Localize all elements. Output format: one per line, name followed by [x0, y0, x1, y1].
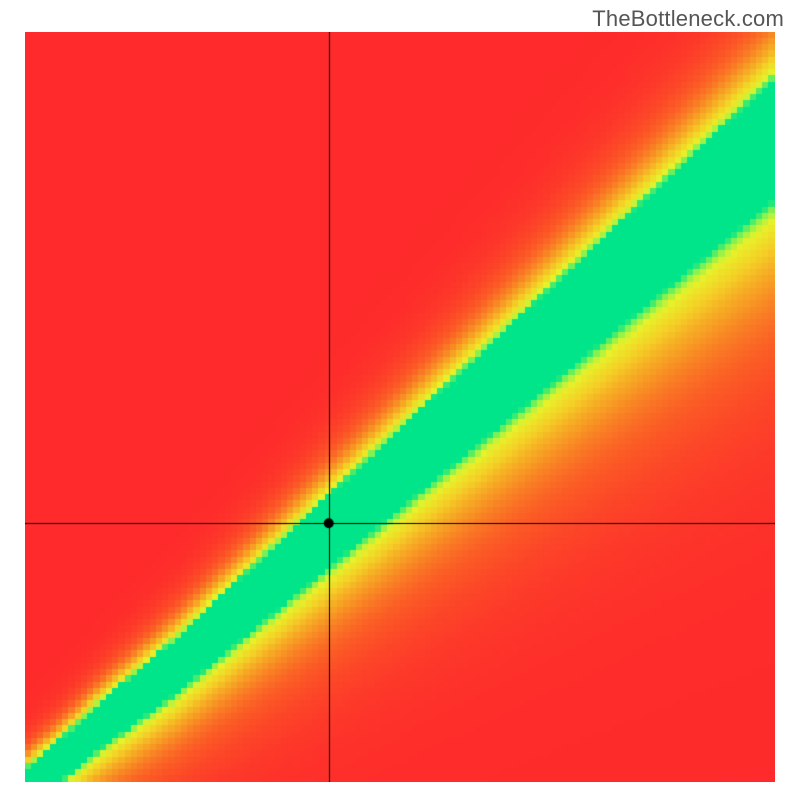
bottleneck-heatmap [25, 32, 775, 782]
watermark-text: TheBottleneck.com [592, 6, 784, 32]
